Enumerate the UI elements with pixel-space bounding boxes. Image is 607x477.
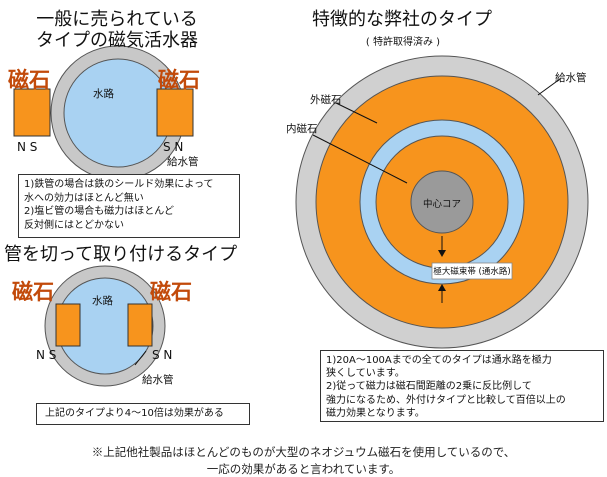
pole-label-right-1: S N (163, 140, 184, 154)
note-line: 磁力効果となります。 (326, 407, 425, 419)
external-type-note-box: 1)鉄管の場合は鉄のシールド効果によって 水への効力はほとんど無い 2)塩ビ管の… (18, 174, 240, 238)
cutin-type-title: 管を切って取り付けるタイプ (4, 244, 238, 265)
company-pipe-label: 給水管 (555, 72, 587, 84)
cutin-type-note-box: 上記のタイプより4～10倍は効果がある (36, 403, 250, 425)
company-type-note-box: 1)20A～100Aまでの全てのタイプは通水路を極力 狭くしています。 2)従っ… (320, 350, 604, 422)
company-type-diagram (295, 55, 589, 349)
external-type-title-line1: 一般に売られている (36, 9, 198, 30)
water-path-label-1: 水路 (93, 88, 114, 100)
footnote-line1: ※上記他社製品はほとんどのものが大型のネオジュウム磁石を使用しているので、 (91, 445, 516, 459)
magnet-block-left-2 (55, 303, 81, 347)
magnet-label-right-1: 磁石 (158, 68, 200, 92)
magnet-label-left-1: 磁石 (8, 68, 50, 92)
water-path-label-2: 水路 (92, 295, 113, 307)
cutin-type-diagram (44, 265, 166, 387)
magnet-block-right-2 (127, 303, 153, 347)
pipe-label-2: 給水管 (142, 374, 174, 386)
external-type-diagram (13, 45, 194, 181)
external-type-title-line2: タイプの磁気活水器 (36, 30, 198, 51)
path-label-bg (431, 262, 513, 280)
center-core (410, 170, 474, 234)
magnet-block-right-1 (156, 88, 194, 137)
magnet-block-left-1 (13, 88, 51, 137)
pole-label-left-2: N S (36, 348, 57, 362)
pole-label-right-2: S N (152, 348, 173, 362)
magnet-label-right-2: 磁石 (150, 280, 192, 304)
outer-magnet-label: 外磁石 (310, 94, 342, 106)
cutin-note-text: 上記のタイプより4～10倍は効果がある (45, 408, 224, 419)
note-line: 強力になるため、外付けタイプと比較して百倍以上の (326, 394, 566, 406)
arrow-bottom (438, 284, 446, 303)
company-type-title: 特徴的な弊社のタイプ (312, 9, 492, 30)
note-line: 狭くしています。 (326, 368, 405, 380)
magnet-label-left-2: 磁石 (12, 280, 54, 304)
outer-magnet-leader (335, 102, 378, 124)
footnote-line2: 一応の効果があると言われています。 (206, 462, 401, 476)
note-line: 1)20A～100Aまでの全てのタイプは通水路を極力 (326, 355, 552, 366)
arrow-top (438, 236, 446, 257)
water-path-circle-1 (63, 58, 173, 168)
flux-path-label: 極大磁束帯 (通水路) (433, 267, 511, 277)
note-line: 1)鉄管の場合は鉄のシールド効果によって (24, 179, 214, 190)
pipe-label-1: 給水管 (167, 156, 199, 168)
inner-magnet-label: 内磁石 (286, 123, 318, 135)
pipe-leader (537, 78, 561, 96)
note-line: 反対側にはとどかない (24, 219, 124, 231)
note-line: 2)塩ビ管の場合も磁力はほとんど (24, 206, 174, 217)
pole-label-left-1: N S (17, 140, 38, 154)
note-line: 水への効力はほとんど無い (24, 192, 144, 204)
patent-subtitle: ( 特許取得済み ) (365, 37, 441, 48)
inner-magnet-leader (312, 134, 408, 184)
center-core-label: 中心コア (422, 199, 461, 210)
note-line: 2)従って磁力は磁石間距離の2乗に反比例して (326, 381, 532, 393)
